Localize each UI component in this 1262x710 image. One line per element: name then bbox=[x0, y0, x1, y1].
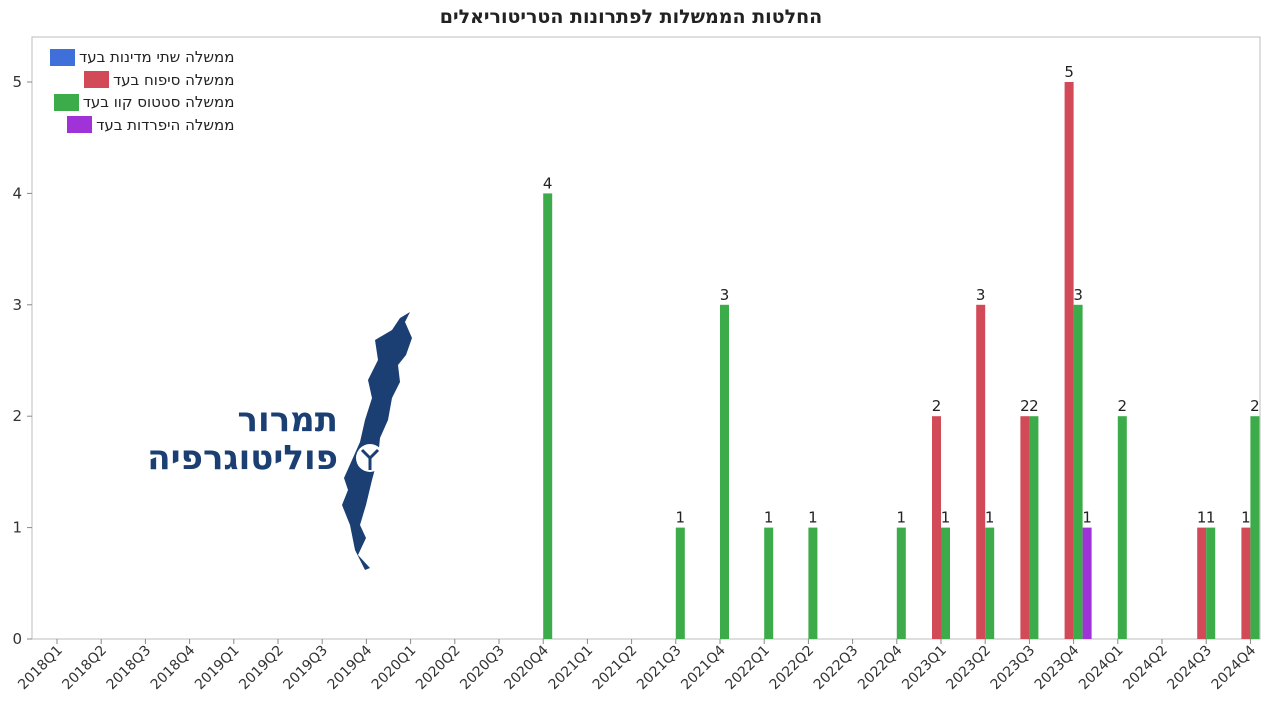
bar bbox=[675, 527, 685, 639]
bar bbox=[1020, 416, 1030, 639]
bar bbox=[808, 527, 818, 639]
bar bbox=[1082, 527, 1092, 639]
bar bbox=[976, 304, 986, 639]
x-tick-label: 2023Q2 bbox=[943, 643, 994, 694]
legend-swatch bbox=[83, 71, 109, 89]
data-label: 3 bbox=[976, 286, 986, 304]
bar bbox=[941, 527, 950, 639]
bar bbox=[1117, 416, 1127, 639]
bar bbox=[1241, 527, 1251, 639]
logo: תמרור פוליטוגרפיה bbox=[147, 310, 420, 570]
x-tick-label: 2018Q4 bbox=[148, 642, 199, 693]
y-tick-label: 3 bbox=[12, 296, 22, 314]
map-logo-icon bbox=[342, 312, 412, 570]
legend-item: ממשלה היפרדות בעד bbox=[50, 114, 234, 137]
legend-swatch bbox=[50, 48, 75, 66]
x-tick-label: 2022Q1 bbox=[722, 643, 773, 694]
y-tick-label: 4 bbox=[12, 184, 22, 202]
bar bbox=[932, 416, 941, 639]
bar bbox=[1029, 416, 1039, 639]
plot-area bbox=[31, 36, 1261, 640]
x-tick-label: 2024Q4 bbox=[1209, 642, 1260, 693]
bar bbox=[1206, 527, 1216, 639]
x-tick-label: 2021Q4 bbox=[678, 642, 729, 693]
x-tick-label: 2024Q2 bbox=[1120, 643, 1171, 694]
legend-label: ממשלה סיפוח בעד bbox=[112, 70, 235, 89]
data-label: 2 bbox=[1029, 397, 1039, 415]
data-label: 1 bbox=[941, 509, 951, 527]
x-tick-label: 2019Q3 bbox=[280, 643, 331, 694]
legend-item: ממשלה סטטוס קוו בעד bbox=[50, 91, 234, 114]
x-tick-label: 2022Q4 bbox=[855, 642, 906, 693]
x-tick-label: 2021Q3 bbox=[634, 643, 685, 694]
x-tick-label: 2020Q1 bbox=[369, 643, 420, 694]
x-tick-label: 2020Q4 bbox=[501, 642, 552, 693]
data-label: 2 bbox=[1020, 397, 1030, 415]
x-tick-label: 2022Q2 bbox=[767, 643, 818, 694]
data-label: 3 bbox=[720, 286, 730, 304]
x-tick-label: 2018Q2 bbox=[59, 643, 110, 694]
x-tick-label: 2019Q2 bbox=[236, 643, 287, 694]
x-tick-label: 2019Q1 bbox=[192, 643, 243, 694]
data-label: 1 bbox=[1241, 509, 1251, 527]
data-label: 1 bbox=[764, 509, 774, 527]
data-label: 1 bbox=[1197, 509, 1207, 527]
x-tick-label: 2022Q3 bbox=[811, 643, 862, 694]
data-label: 1 bbox=[1206, 509, 1216, 527]
x-tick-label: 2020Q3 bbox=[457, 643, 508, 694]
bar bbox=[896, 527, 906, 639]
data-label: 1 bbox=[808, 509, 818, 527]
legend-swatch bbox=[53, 93, 79, 111]
x-tick-label: 2021Q2 bbox=[590, 643, 641, 694]
legend-item: ממשלה סיפוח בעד bbox=[50, 69, 234, 92]
x-tick-label: 2024Q1 bbox=[1076, 643, 1127, 694]
data-label: 1 bbox=[897, 509, 907, 527]
legend-label: ממשלה היפרדות בעד bbox=[96, 115, 235, 134]
data-label: 1 bbox=[985, 509, 995, 527]
legend-label: ממשלה שתי מדינות בעד bbox=[79, 48, 235, 67]
logo-line-2: פוליטוגרפיה bbox=[147, 438, 338, 478]
bar bbox=[1073, 304, 1083, 639]
bar bbox=[1250, 416, 1260, 639]
data-label: 3 bbox=[1073, 286, 1083, 304]
data-label: 5 bbox=[1064, 63, 1074, 81]
legend-label: ממשלה סטטוס קוו בעד bbox=[82, 93, 235, 112]
x-tick-label: 2023Q4 bbox=[1032, 642, 1083, 693]
data-label: 2 bbox=[1118, 397, 1128, 415]
data-label: 1 bbox=[676, 509, 686, 527]
data-label: 4 bbox=[543, 174, 553, 192]
y-tick-label: 0 bbox=[12, 630, 22, 648]
x-tick-label: 2018Q1 bbox=[15, 643, 66, 694]
legend-item: ממשלה שתי מדינות בעד bbox=[50, 46, 234, 69]
y-tick-label: 1 bbox=[12, 519, 22, 537]
x-tick-label: 2018Q3 bbox=[104, 643, 155, 694]
bars bbox=[543, 82, 1260, 639]
data-label: 2 bbox=[932, 397, 942, 415]
x-tick-label: 2023Q1 bbox=[899, 643, 950, 694]
x-tick-label: 2021Q1 bbox=[546, 643, 597, 694]
chart-title: החלטות הממשלות לפתרונות הטריטוריאלים bbox=[439, 6, 823, 28]
y-tick-label: 2 bbox=[12, 407, 22, 425]
logo-line-1: תמרור bbox=[237, 400, 338, 440]
bar bbox=[1064, 82, 1074, 639]
x-tick-label: 2020Q2 bbox=[413, 643, 464, 694]
data-label: 1 bbox=[1082, 509, 1092, 527]
bar bbox=[543, 193, 553, 639]
bar bbox=[720, 304, 729, 639]
data-label: 2 bbox=[1250, 397, 1260, 415]
legend-swatch bbox=[67, 116, 93, 134]
bar bbox=[764, 527, 774, 639]
x-tick-label: 2024Q3 bbox=[1164, 643, 1215, 694]
bar bbox=[1197, 527, 1207, 639]
legend: ממשלה שתי מדינות בעד ממשלה סיפוח בעד ממש… bbox=[50, 46, 234, 136]
y-tick-label: 5 bbox=[12, 73, 22, 91]
x-axis: 2018Q12018Q22018Q32018Q42019Q12019Q22019… bbox=[15, 639, 1259, 693]
x-tick-label: 2019Q4 bbox=[325, 642, 376, 693]
x-tick-label: 2023Q3 bbox=[988, 643, 1039, 694]
y-axis: 0 1 2 3 4 5 bbox=[12, 73, 32, 648]
bar bbox=[985, 527, 995, 639]
